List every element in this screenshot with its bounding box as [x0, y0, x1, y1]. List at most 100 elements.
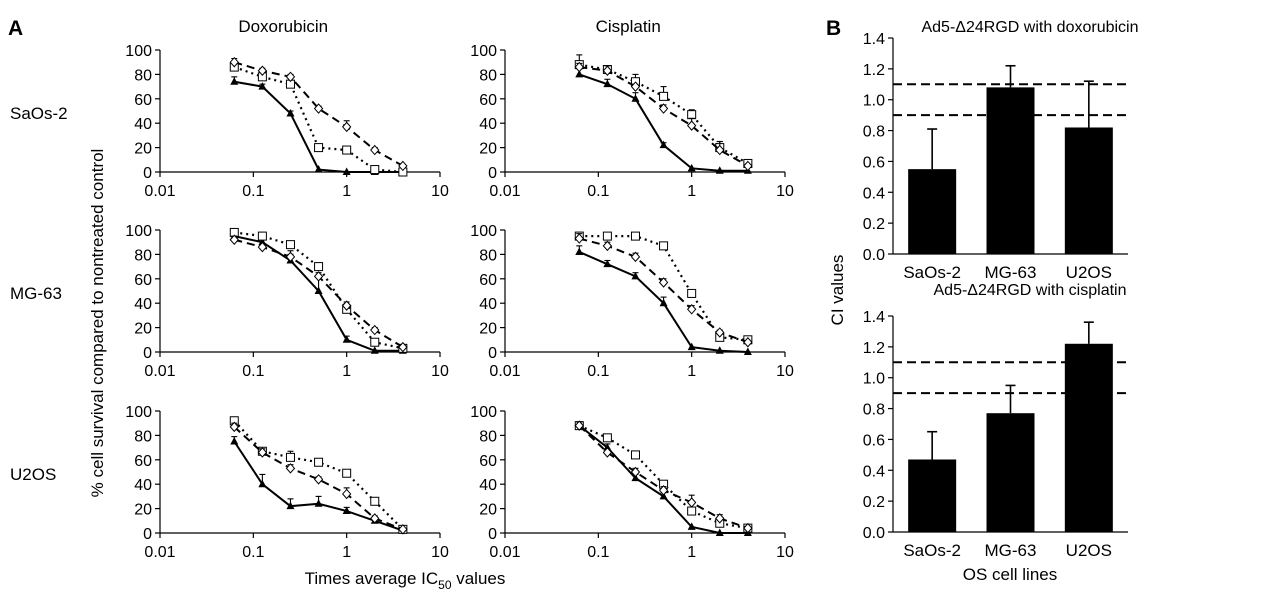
y-tick-label: 0.2	[863, 494, 885, 511]
category-label: MG-63	[985, 263, 1037, 282]
point-triangle	[575, 69, 584, 78]
y-tick-label: 20	[479, 321, 497, 338]
point-diamond	[257, 447, 268, 458]
point-diamond	[257, 241, 268, 253]
y-tick-label: 1.4	[863, 31, 885, 48]
point-triangle	[631, 271, 640, 280]
point-diamond	[229, 421, 239, 433]
x-tick-label: 10	[431, 363, 449, 380]
y-tick-label: 0.6	[863, 432, 885, 449]
point-triangle	[258, 82, 267, 90]
point-diamond	[313, 474, 324, 485]
y-tick-label: 100	[470, 43, 497, 60]
y-tick-label: 100	[125, 43, 152, 60]
point-diamond	[574, 61, 584, 73]
y-tick-label: 0.0	[863, 247, 885, 264]
x-tick-label: 0.01	[144, 363, 175, 380]
point-diamond	[602, 447, 613, 458]
y-tick-label: 80	[479, 428, 497, 445]
point-triangle	[370, 346, 379, 354]
y-tick-label: 40	[134, 116, 152, 133]
y-tick-label: 60	[479, 453, 497, 470]
x-tick-label: 10	[776, 183, 794, 200]
y-tick-label: 60	[479, 272, 497, 289]
x-tick-label: 0.1	[587, 363, 609, 380]
point-triangle	[314, 286, 323, 294]
y-tick-label: 80	[479, 247, 497, 264]
line-subplot: 0 20 40 60 80 100 0.01 0.1 1 10	[470, 404, 794, 561]
y-tick-label: 100	[470, 404, 497, 421]
point-triangle	[230, 437, 239, 445]
point-diamond	[285, 463, 296, 474]
point-diamond	[313, 103, 324, 114]
point-triangle	[342, 335, 351, 343]
y-tick-label: 1.2	[863, 62, 885, 79]
y-tick-label: 40	[479, 296, 497, 313]
point-diamond	[602, 240, 613, 252]
x-tick-label: 0.1	[587, 183, 609, 200]
point-square	[630, 231, 640, 241]
x-axis-label-tail: values	[452, 569, 506, 588]
x-tick-label: 1	[342, 183, 351, 200]
x-tick-label: 1	[687, 363, 696, 380]
point-diamond	[285, 71, 296, 83]
bar	[1064, 127, 1113, 254]
y-tick-label: 60	[134, 453, 152, 470]
point-diamond	[285, 251, 296, 263]
point-diamond	[398, 160, 408, 172]
point-diamond	[715, 513, 725, 524]
line-subplot: 0 20 40 60 80 100 0.01 0.1 1 10	[470, 223, 794, 380]
column-title: Cisplatin	[596, 17, 661, 36]
y-tick-label: 20	[479, 141, 497, 158]
category-label: U2OS	[1066, 263, 1112, 282]
x-tick-label: 0.1	[587, 544, 609, 561]
y-tick-label: 1.0	[863, 93, 885, 110]
y-tick-label: 60	[134, 272, 152, 289]
line-subplot: 0 20 40 60 80 100 0.01 0.1 1 10	[125, 43, 449, 200]
point-diamond	[370, 513, 380, 524]
y-tick-label: 40	[479, 116, 497, 133]
x-tick-label: 0.01	[144, 183, 175, 200]
point-diamond	[313, 271, 324, 282]
x-axis-label-subscript: 50	[438, 578, 452, 592]
point-square	[314, 457, 324, 467]
x-tick-label: 10	[776, 363, 794, 380]
y-tick-label: 1.4	[863, 309, 885, 326]
point-diamond	[686, 497, 697, 508]
point-diamond	[341, 300, 352, 311]
x-tick-label: 0.1	[242, 363, 264, 380]
point-triangle	[286, 501, 295, 510]
x-tick-label: 1	[687, 544, 696, 561]
y-tick-label: 100	[470, 223, 497, 240]
y-tick-label: 80	[134, 428, 152, 445]
point-square	[370, 337, 380, 347]
line-subplot: 0 20 40 60 80 100 0.01 0.1 1 10	[125, 223, 449, 380]
x-axis-label-os: OS cell lines	[963, 565, 1057, 584]
y-axis-label: % cell survival compared to nontreated c…	[88, 149, 107, 498]
x-tick-label: 1	[687, 183, 696, 200]
point-triangle	[342, 506, 351, 515]
y-axis-label-ci: CI values	[828, 255, 847, 326]
point-triangle	[659, 140, 668, 149]
category-label: SaOs-2	[903, 263, 961, 282]
point-diamond	[398, 341, 408, 353]
point-diamond	[715, 327, 725, 338]
bar-chart-title: Ad5-Δ24RGD with doxorubicin	[921, 19, 1138, 36]
y-tick-label: 0.4	[863, 463, 885, 480]
point-diamond	[658, 103, 669, 114]
bar-subplot: Ad5-Δ24RGD with cisplatin 0.0 0.2 0.4 0.6 0.8…	[863, 282, 1128, 560]
bar	[986, 413, 1035, 532]
bar-chart-title: Ad5-Δ24RGD with cisplatin	[934, 282, 1127, 299]
series-line	[233, 66, 403, 174]
y-tick-label: 0.8	[863, 124, 885, 141]
point-square	[314, 262, 324, 272]
point-square	[687, 506, 697, 516]
point-diamond	[370, 324, 380, 336]
x-tick-label: 0.01	[489, 544, 520, 561]
y-tick-label: 20	[479, 502, 497, 519]
y-tick-label: 1.2	[863, 340, 885, 357]
point-diamond	[341, 121, 352, 133]
y-tick-label: 0	[143, 526, 152, 543]
y-tick-label: 40	[479, 477, 497, 494]
y-tick-label: 100	[125, 404, 152, 421]
